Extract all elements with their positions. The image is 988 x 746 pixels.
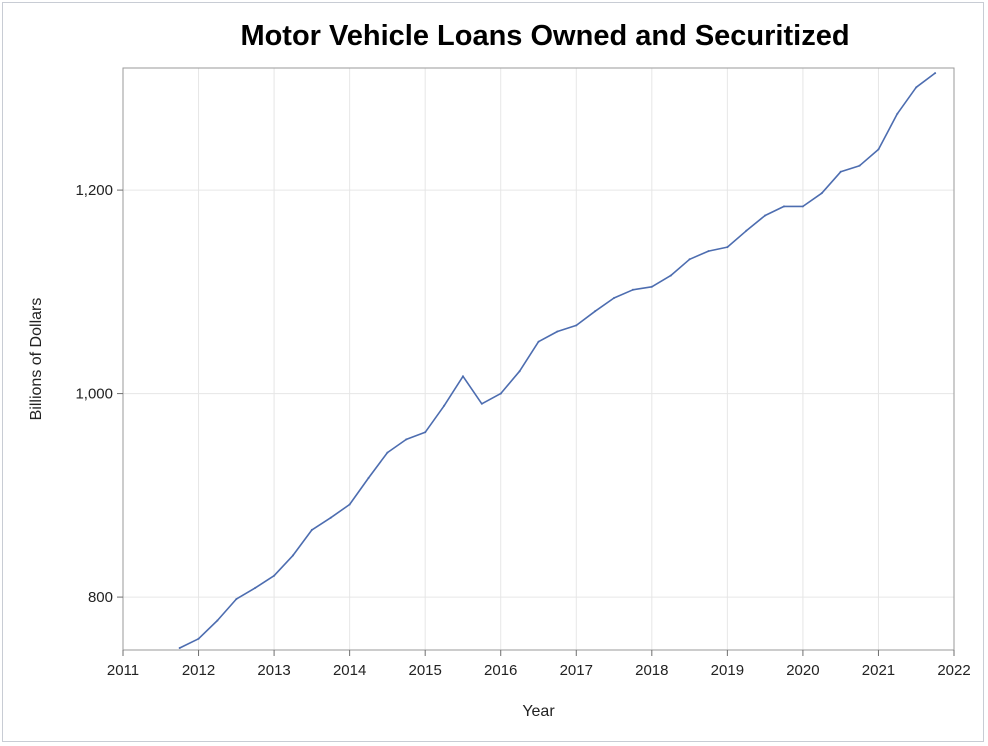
x-tick-label: 2020: [786, 662, 819, 679]
data-point: [216, 619, 219, 622]
data-point: [650, 285, 653, 288]
data-point: [631, 288, 634, 291]
data-point: [480, 402, 483, 405]
x-tick-label: 2019: [711, 662, 744, 679]
data-point: [537, 340, 540, 343]
grid-lines: [123, 68, 954, 650]
data-point: [877, 148, 880, 151]
data-point: [461, 375, 464, 378]
data-point: [707, 250, 710, 253]
data-point: [934, 72, 937, 75]
data-point: [329, 516, 332, 519]
data-point: [801, 205, 804, 208]
x-tick-label: 2012: [182, 662, 215, 679]
data-point: [424, 431, 427, 434]
data-point: [745, 229, 748, 232]
x-tick-label: 2018: [635, 662, 668, 679]
plot-area: [122, 67, 955, 651]
data-point: [820, 192, 823, 195]
data-point: [386, 451, 389, 454]
series-layer: [178, 72, 937, 649]
series-line: [179, 72, 936, 649]
data-point: [405, 438, 408, 441]
data-point: [556, 330, 559, 333]
x-tick-label: 2017: [560, 662, 593, 679]
x-tick-label: 2011: [107, 662, 139, 679]
y-tick-label: 1,000: [75, 386, 113, 403]
x-tick-label: 2022: [937, 662, 970, 679]
data-point: [273, 574, 276, 577]
y-axis-label: Billions of Dollars: [28, 298, 45, 421]
data-point: [178, 646, 181, 649]
chart-title: Motor Vehicle Loans Owned and Securitize…: [240, 20, 850, 52]
data-point: [310, 528, 313, 531]
data-point: [499, 392, 502, 395]
data-point: [764, 214, 767, 217]
data-point: [783, 205, 786, 208]
data-point: [235, 598, 238, 601]
y-tick-label: 1,200: [75, 182, 113, 199]
data-point: [896, 112, 899, 115]
data-point: [915, 86, 918, 89]
data-point: [197, 637, 200, 640]
data-point: [613, 296, 616, 299]
x-tick-label: 2014: [333, 662, 366, 679]
x-tick-label: 2021: [862, 662, 895, 679]
data-point: [839, 170, 842, 173]
data-point: [518, 370, 521, 373]
data-point: [348, 503, 351, 506]
data-point: [669, 274, 672, 277]
data-point: [291, 554, 294, 557]
axes: 2011 2012 2013 2014 2015 2016 2017 2018 2019 2020…: [75, 182, 970, 679]
data-point: [367, 477, 370, 480]
data-point: [575, 324, 578, 327]
y-tick-label: 800: [88, 589, 113, 606]
data-point: [254, 586, 257, 589]
x-tick-label: 2015: [408, 662, 441, 679]
x-tick-label: 2016: [484, 662, 517, 679]
data-point: [858, 164, 861, 167]
data-point: [443, 404, 446, 407]
data-point: [726, 246, 729, 249]
x-axis-label: Year: [522, 703, 555, 720]
data-point: [594, 310, 597, 313]
x-tick-label: 2013: [257, 662, 290, 679]
data-point: [688, 258, 691, 261]
